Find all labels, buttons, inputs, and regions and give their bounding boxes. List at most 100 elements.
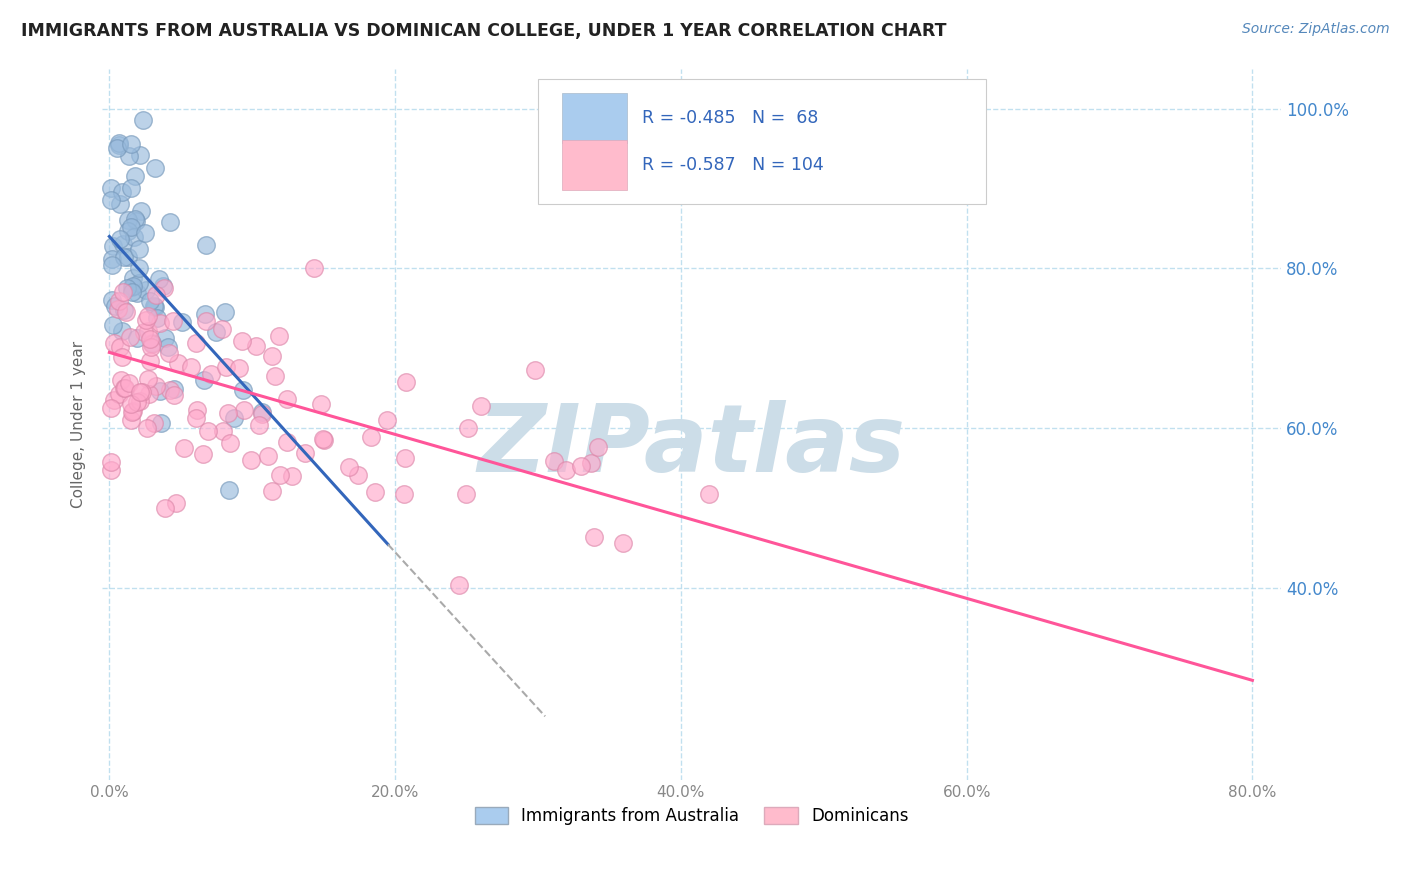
Point (143, 300, 166, 314)
Point (337, 460, 360, 475)
Point (118, 376, 141, 391)
Point (103, 335, 125, 350)
Y-axis label: College, Under 1 year: College, Under 1 year (72, 341, 86, 508)
Point (105, 141, 128, 155)
Point (281, 469, 304, 483)
Point (128, 260, 150, 275)
Point (612, 536, 634, 550)
Point (111, 285, 134, 299)
Point (129, 148, 152, 162)
Point (186, 403, 208, 417)
Point (360, 429, 382, 443)
Point (108, 137, 131, 152)
Point (127, 286, 149, 301)
Point (107, 136, 129, 150)
Point (228, 360, 250, 375)
Point (111, 237, 134, 252)
Point (214, 359, 236, 374)
Point (129, 384, 152, 399)
Point (141, 336, 163, 351)
Point (100, 401, 122, 415)
Point (122, 279, 145, 293)
Point (269, 467, 291, 482)
Point (117, 212, 139, 227)
Point (232, 402, 254, 417)
Point (149, 384, 172, 398)
Point (205, 325, 228, 339)
Point (110, 374, 132, 388)
Point (250, 407, 273, 421)
Point (194, 313, 217, 327)
Point (447, 578, 470, 592)
Point (346, 467, 368, 482)
Point (155, 500, 177, 515)
Point (145, 379, 167, 393)
Point (145, 288, 167, 302)
Point (134, 226, 156, 240)
Point (269, 328, 291, 343)
Point (100, 259, 122, 273)
Point (136, 309, 159, 323)
Point (108, 340, 131, 354)
Point (581, 456, 603, 470)
Point (107, 301, 129, 316)
Point (159, 383, 181, 397)
Point (212, 424, 235, 438)
Point (121, 280, 143, 294)
Point (395, 376, 418, 390)
Text: R = -0.485   N =  68: R = -0.485 N = 68 (643, 110, 818, 128)
Point (108, 232, 131, 246)
Point (250, 405, 273, 419)
Point (120, 136, 142, 151)
Point (149, 416, 172, 430)
Point (143, 161, 166, 176)
Point (231, 334, 253, 349)
Point (120, 330, 142, 344)
Point (180, 359, 202, 374)
Point (111, 185, 134, 199)
Point (108, 293, 131, 308)
Point (222, 411, 245, 425)
Point (117, 224, 139, 238)
Point (122, 270, 145, 285)
Point (156, 340, 179, 354)
Point (191, 447, 214, 461)
Point (100, 193, 122, 207)
Point (163, 388, 186, 402)
Point (138, 293, 160, 308)
Point (132, 113, 155, 128)
Point (124, 169, 146, 184)
Point (128, 276, 150, 290)
Point (184, 410, 207, 425)
Point (163, 382, 186, 396)
Point (100, 181, 122, 195)
Point (193, 373, 215, 387)
Point (211, 321, 233, 335)
Point (124, 212, 146, 227)
Point (262, 484, 284, 499)
Point (115, 281, 138, 295)
Point (375, 413, 398, 427)
Point (312, 433, 335, 447)
Point (103, 392, 125, 407)
Point (569, 458, 592, 473)
Point (128, 393, 150, 408)
Point (264, 368, 287, 383)
Point (152, 278, 174, 293)
Point (456, 487, 478, 501)
Text: R = -0.587   N = 104: R = -0.587 N = 104 (643, 155, 824, 174)
Point (139, 353, 162, 368)
Point (172, 315, 194, 329)
Point (104, 299, 127, 313)
Point (120, 412, 142, 426)
Point (256, 450, 278, 464)
Point (457, 421, 479, 435)
Point (197, 425, 219, 439)
Point (240, 453, 263, 467)
Point (153, 331, 176, 345)
Point (214, 304, 236, 318)
Point (101, 239, 124, 253)
Point (117, 251, 139, 265)
Point (184, 336, 207, 351)
Point (121, 405, 143, 419)
